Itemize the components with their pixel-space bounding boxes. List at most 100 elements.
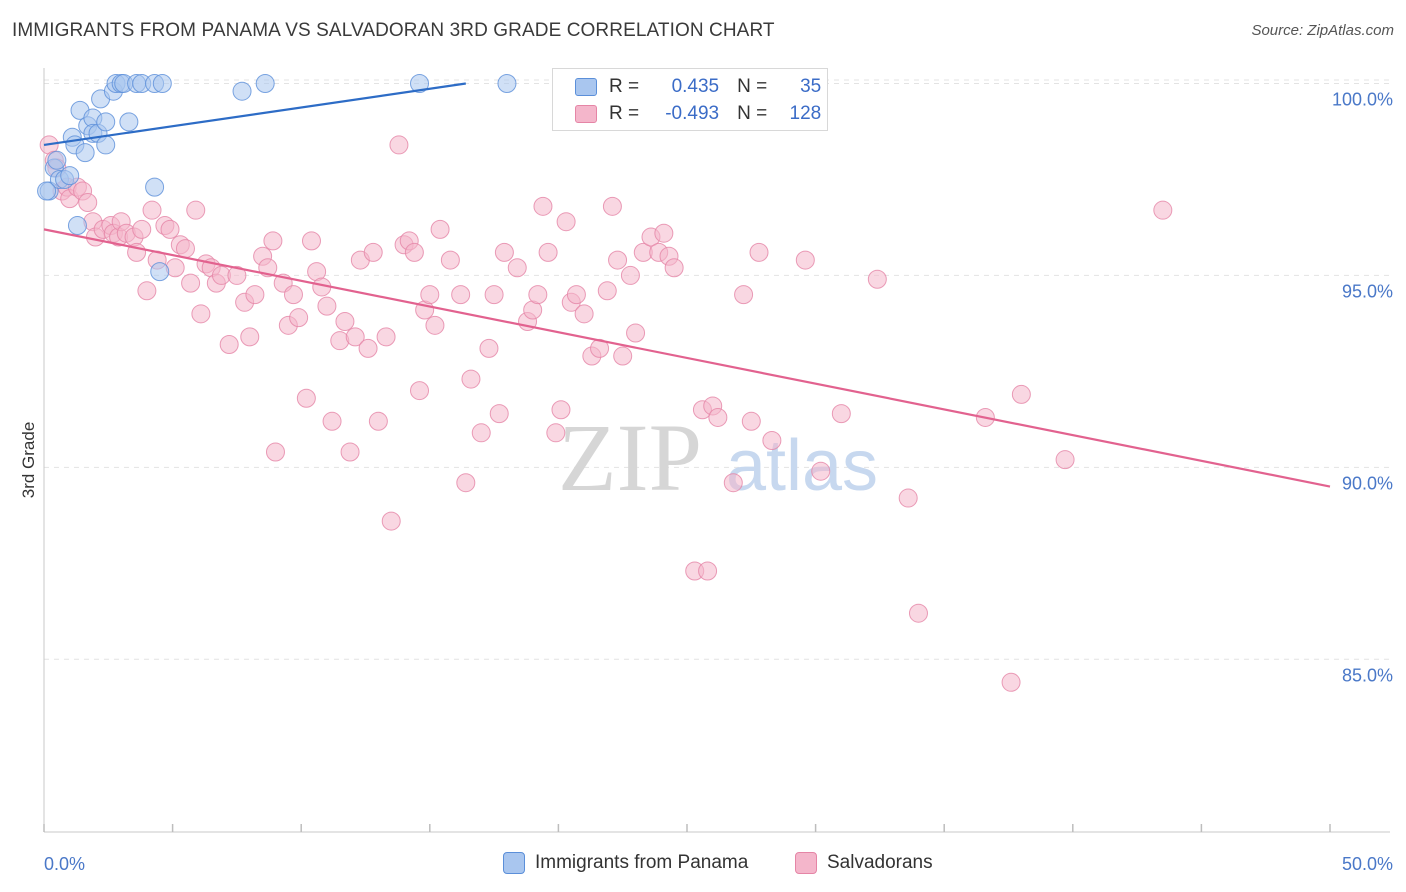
salvadoran-point [335,311,355,331]
panama-legend-swatch [503,852,525,874]
salvadoran-point [1011,384,1031,404]
series-panama [37,74,748,282]
panama-point [75,143,95,163]
salvadoran-point [479,338,499,358]
data-points [37,74,1173,692]
salvadoran-point [528,285,548,305]
salvadoran-point [181,273,201,293]
salvadoran-point [626,323,646,343]
salvadoran-point [296,388,316,408]
panama-swatch [575,78,597,96]
salvadoran-point [613,346,633,366]
n-value: 128 [789,103,822,124]
r-value: -0.493 [665,103,720,124]
panama-point [96,135,116,155]
salvadoran-point [723,473,743,493]
salvadoran-point [78,193,98,213]
salvadoran-point [556,212,576,232]
salvadoran-point [381,511,401,531]
salvadoran-point [142,200,162,220]
salvadoran-point [389,135,409,155]
salvadoran-point [654,223,674,243]
salvadoran-point [451,285,471,305]
series-legend: Immigrants from Panama Salvadorans [0,852,1406,878]
salvadoran-point [283,285,303,305]
panama-point [47,150,67,170]
salvadoran-point [191,304,211,324]
salvadoran-point [358,338,378,358]
salvadoran-point [430,219,450,239]
trend-lines [43,82,1331,488]
salvadoran-point [762,430,782,450]
panama-point [255,74,275,94]
salvadoran-point [227,265,247,285]
salvadoran-point [425,315,445,335]
n-value: 35 [800,76,822,97]
salvadoran-point [533,196,553,216]
salvadoran-point [363,242,383,262]
salvadoran-point [410,381,430,401]
y-axis-label: 3rd Grade [19,422,38,499]
watermark-atlas: atlas [726,426,878,506]
salvadoran-point [620,265,640,285]
salvadoran-point [507,258,527,278]
salvadoran-point [340,442,360,462]
salvadoran-point [546,423,566,443]
salvadoran-point [404,242,424,262]
salvadoran-point [664,258,684,278]
y-tick-label: 90.0% [1342,473,1393,493]
salvadoran-point [811,461,831,481]
salvadoran-point [538,242,558,262]
salvadoran-point [494,242,514,262]
salvadoran-point [602,196,622,216]
r-label: R = [609,76,640,97]
salvadoran-point [908,603,928,623]
stats-legend: R = 0.435 N = 35 R = -0.493 N = 128 [552,68,828,131]
panama-point [145,177,165,197]
watermark: ZIP atlas [558,404,878,511]
stats-row-panama: R = 0.435 N = 35 [575,75,821,99]
salvadoran-point [551,400,571,420]
panama-point [67,216,87,236]
x-tick-label: 0.0% [44,854,85,874]
salvadoran-point [263,231,283,251]
salvadoran-point [566,285,586,305]
legend-item-panama[interactable]: Immigrants from Panama [503,852,748,874]
tick-labels: 100.0% 95.0% 90.0% 85.0% 0.0% 50.0% [44,90,1393,874]
source-label: Source: ZipAtlas.com [1251,22,1394,39]
salvadoran-point [1153,200,1173,220]
legend-item-salvadorans[interactable]: Salvadorans [795,852,933,874]
salvadoran-point [574,304,594,324]
salvadoran-point [186,200,206,220]
salvadoran-point [240,327,260,347]
salvadoran-point [484,285,504,305]
panama-point [150,262,170,282]
salvadoran-point [137,281,157,301]
n-label: N = [737,76,768,97]
salvadoran-point [867,269,887,289]
salvadoran-point [608,250,628,270]
axes [43,68,1390,833]
salvadoran-point [245,285,265,305]
salvadoran-point [322,411,342,431]
salvadoran-swatch [575,105,597,123]
salvadoran-point [317,296,337,316]
salvadoran-trend-line [43,228,1331,488]
panama-point [119,112,139,132]
salvadoran-point [160,219,180,239]
salvadoran-point [708,407,728,427]
salvadoran-point [898,488,918,508]
salvadoran-point [175,239,195,259]
salvadoran-point [345,327,365,347]
salvadoran-point [420,285,440,305]
salvadoran-point [795,250,815,270]
series-salvadorans [39,74,1173,692]
salvadoran-point [132,219,152,239]
salvadoran-legend-swatch [795,852,817,874]
salvadoran-point [1001,672,1021,692]
salvadoran-point [265,442,285,462]
salvadoran-point [698,561,718,581]
salvadoran-point [289,308,309,328]
panama-point [60,166,80,186]
salvadoran-point [471,423,491,443]
